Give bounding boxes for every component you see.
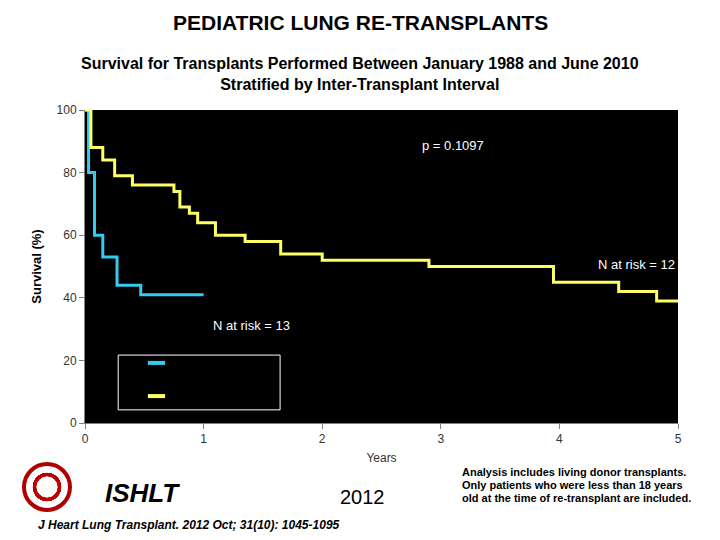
svg-text:60: 60 [63, 228, 77, 242]
html-text:Analysis includes living donor: Analysis includes living donor transplan… [462, 466, 692, 504]
html-text:2012: 2012 [340, 486, 385, 508]
svg-text:2: 2 [319, 432, 326, 446]
svg-text:PEDIATRIC LUNG RE-TRANSPLANTS: PEDIATRIC LUNG RE-TRANSPLANTS [173, 11, 548, 34]
svg-text:N at risk = 12: N at risk = 12 [598, 257, 675, 272]
svg-text:Years: Years [366, 451, 396, 465]
svg-text:80: 80 [63, 166, 77, 180]
svg-text:Survival for Transplants Perfo: Survival for Transplants Performed Betwe… [81, 55, 639, 93]
svg-text:1: 1 [200, 432, 207, 446]
html-text:ISHLT: ISHLT [105, 478, 179, 508]
svg-text:Survival (%): Survival (%) [29, 229, 44, 303]
svg-text:100: 100 [57, 103, 77, 117]
svg-text:3: 3 [437, 432, 444, 446]
svg-text:20: 20 [63, 354, 77, 368]
svg-text:4: 4 [556, 432, 563, 446]
svg-text:40: 40 [63, 291, 77, 305]
html-text:J Heart Lung Transplant. 2012: J Heart Lung Transplant. 2012 Oct; 31(10… [38, 518, 340, 532]
svg-text:N at risk = 13: N at risk = 13 [213, 318, 290, 333]
svg-text:0: 0 [82, 432, 89, 446]
svg-text:5: 5 [675, 432, 682, 446]
svg-text:0: 0 [70, 416, 77, 430]
svg-text:p = 0.1097: p = 0.1097 [422, 138, 484, 153]
